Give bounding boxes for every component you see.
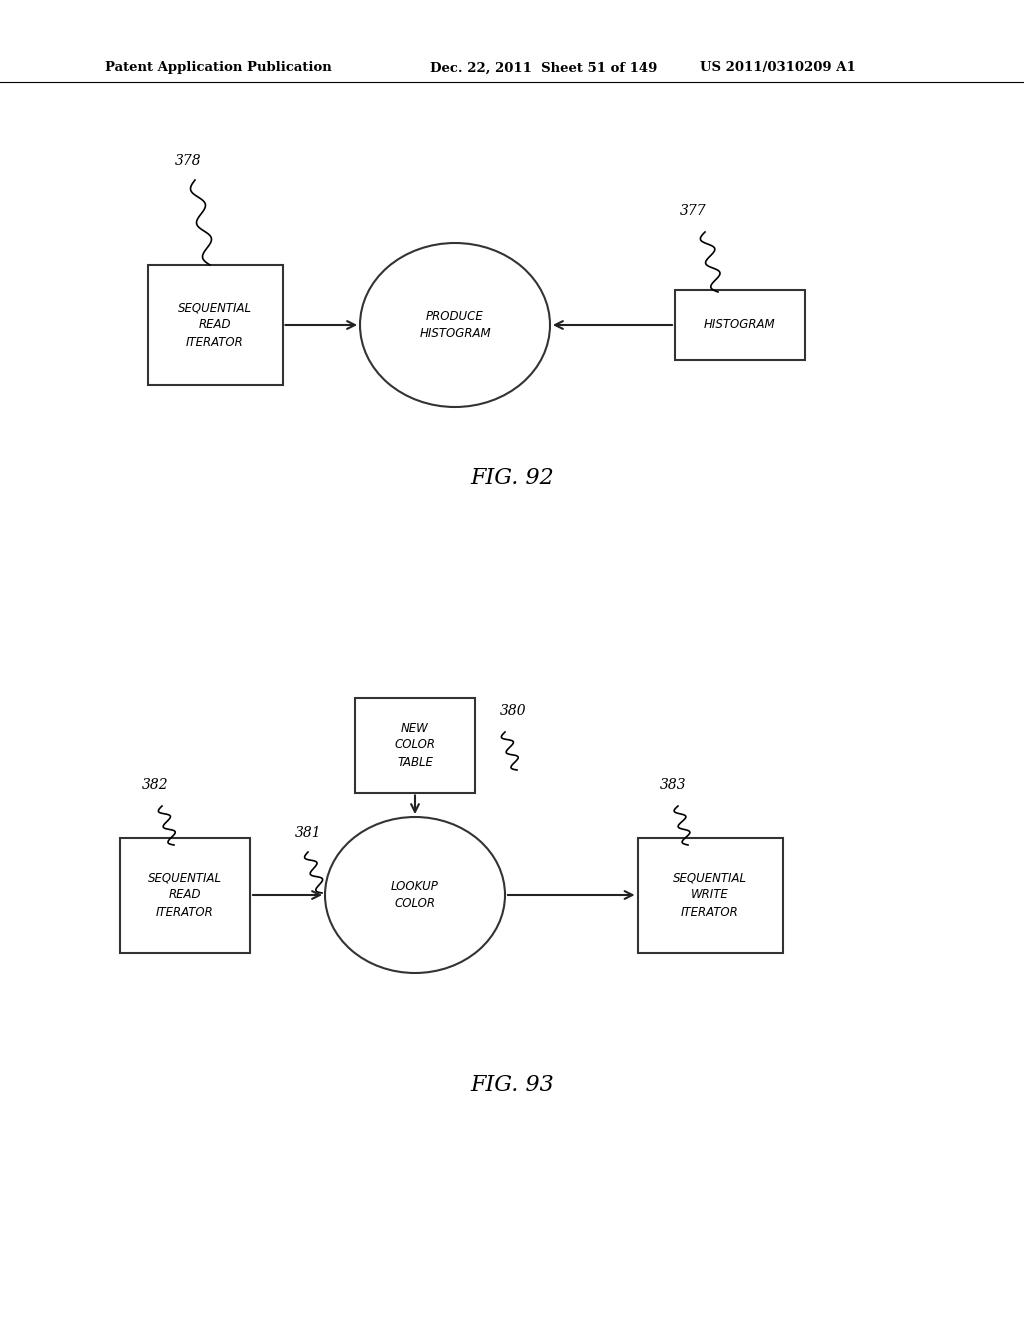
Text: SEQUENTIAL
READ
ITERATOR: SEQUENTIAL READ ITERATOR (178, 301, 252, 348)
Text: SEQUENTIAL
READ
ITERATOR: SEQUENTIAL READ ITERATOR (148, 871, 222, 919)
Text: FIG. 93: FIG. 93 (470, 1074, 554, 1096)
Text: HISTOGRAM: HISTOGRAM (705, 318, 776, 331)
Text: 382: 382 (142, 777, 169, 792)
Text: SEQUENTIAL
WRITE
ITERATOR: SEQUENTIAL WRITE ITERATOR (673, 871, 746, 919)
Text: 383: 383 (660, 777, 687, 792)
Ellipse shape (325, 817, 505, 973)
Text: Dec. 22, 2011  Sheet 51 of 149: Dec. 22, 2011 Sheet 51 of 149 (430, 62, 657, 74)
Text: 380: 380 (500, 704, 526, 718)
Text: PRODUCE
HISTOGRAM: PRODUCE HISTOGRAM (419, 310, 490, 341)
Text: FIG. 92: FIG. 92 (470, 467, 554, 488)
Bar (355, 697, 475, 792)
Text: Patent Application Publication: Patent Application Publication (105, 62, 332, 74)
Text: NEW
COLOR
TABLE: NEW COLOR TABLE (394, 722, 435, 768)
Bar (120, 837, 250, 953)
Bar (638, 837, 782, 953)
Text: LOOKUP
COLOR: LOOKUP COLOR (391, 880, 439, 909)
Text: US 2011/0310209 A1: US 2011/0310209 A1 (700, 62, 856, 74)
Text: 377: 377 (680, 205, 707, 218)
Text: 378: 378 (175, 154, 202, 168)
Text: 381: 381 (295, 826, 322, 840)
Ellipse shape (360, 243, 550, 407)
Bar (147, 265, 283, 385)
Bar (675, 290, 805, 360)
